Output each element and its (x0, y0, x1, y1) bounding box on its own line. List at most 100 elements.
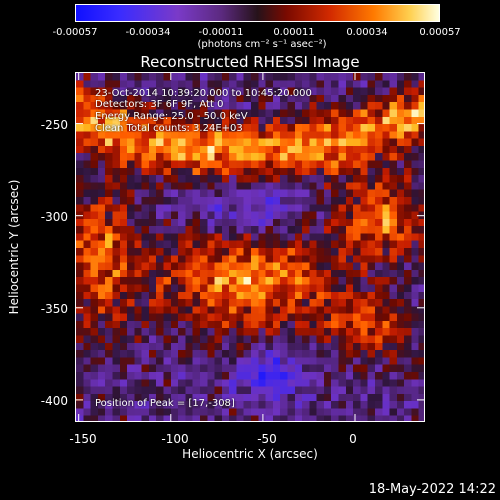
heatmap-cell (178, 145, 186, 154)
heatmap-cell (280, 204, 288, 212)
heatmap-cell (353, 167, 361, 176)
heatmap-cell (353, 175, 361, 183)
heatmap-cell (112, 364, 121, 373)
heatmap-cell (353, 393, 361, 402)
heatmap-cell (316, 160, 325, 169)
heatmap-cell (382, 284, 390, 293)
heatmap-cell (331, 87, 339, 96)
heatmap-cell (353, 248, 361, 256)
heatmap-cell (199, 182, 208, 190)
heatmap-cell (316, 211, 325, 220)
heatmap-cell (207, 94, 215, 103)
heatmap-cell (236, 269, 245, 278)
heatmap-cell (338, 262, 347, 271)
heatmap-cell (396, 109, 405, 118)
heatmap-cell (294, 145, 303, 154)
heatmap-cell (309, 138, 317, 147)
heatmap-cell (90, 313, 99, 322)
heatmap-cell (141, 138, 150, 147)
heatmap-cell (112, 116, 121, 125)
heatmap-cell (163, 371, 172, 380)
heatmap-cell (229, 145, 237, 154)
heatmap-cell (367, 328, 376, 336)
heatmap-cell (287, 299, 296, 307)
heatmap-cell (367, 196, 376, 205)
heatmap-cell (83, 357, 91, 365)
heatmap-cell (338, 371, 347, 380)
heatmap-cell (214, 153, 223, 161)
heatmap-cell (170, 80, 179, 88)
heatmap-cell (185, 401, 193, 409)
heatmap-cell (163, 175, 172, 183)
heatmap-cell (411, 284, 420, 293)
heatmap-cell (185, 240, 193, 249)
heatmap-cell (163, 415, 172, 421)
heatmap-cell (404, 182, 412, 190)
heatmap-cell (404, 284, 412, 293)
heatmap-cell (389, 218, 398, 227)
heatmap-cell (338, 94, 347, 103)
heatmap-cell (199, 335, 208, 344)
heatmap-cell (148, 189, 157, 198)
heatmap-cell (338, 87, 347, 96)
heatmap-cell (382, 189, 390, 198)
heatmap-cell (396, 342, 405, 351)
heatmap-cell (90, 175, 99, 183)
heatmap-cell (258, 240, 266, 249)
heatmap-cell (360, 291, 368, 300)
heatmap-cell (323, 269, 332, 278)
heatmap-cell (353, 80, 361, 88)
heatmap-cell (236, 335, 245, 344)
heatmap-cell (280, 364, 288, 373)
heatmap-cell (141, 408, 150, 417)
heatmap-cell (243, 291, 252, 300)
heatmap-cell (404, 306, 412, 314)
heatmap-cell (331, 386, 339, 395)
heatmap-cell (331, 415, 339, 421)
heatmap-cell (156, 211, 164, 220)
heatmap-cell (331, 335, 339, 344)
heatmap-cell (127, 145, 135, 154)
heatmap-cell (156, 196, 164, 205)
heatmap-cell (353, 291, 361, 300)
heatmap-cell (374, 102, 383, 110)
heatmap-cell (243, 204, 252, 212)
heatmap-cell (141, 160, 150, 169)
heatmap-cell (127, 269, 135, 278)
heatmap-cell (302, 116, 310, 125)
heatmap-cell (170, 73, 179, 81)
heatmap-cell (243, 364, 252, 373)
heatmap-cell (127, 87, 135, 96)
heatmap-cell (418, 240, 424, 249)
heatmap-cell (236, 284, 245, 293)
heatmap-cell (309, 211, 317, 220)
heatmap-cell (360, 262, 368, 271)
heatmap-cell (156, 102, 164, 110)
heatmap-cell (411, 94, 420, 103)
heatmap-cell (76, 350, 84, 358)
heatmap-cell (192, 153, 201, 161)
heatmap-cell (119, 320, 128, 329)
heatmap-cell (141, 145, 150, 154)
heatmap-cell (338, 131, 347, 139)
heatmap-cell (294, 350, 303, 358)
heatmap-cell (127, 138, 135, 147)
heatmap-cell (265, 342, 274, 351)
heatmap-cell (178, 299, 186, 307)
heatmap-cell (83, 342, 91, 351)
heatmap-cell (374, 371, 383, 380)
heatmap-cell (374, 87, 383, 96)
heatmap-cell (207, 211, 215, 220)
heatmap-cell (374, 379, 383, 387)
heatmap-cell (207, 284, 215, 293)
timestamp: 18-May-2022 14:22 (368, 482, 496, 497)
heatmap-cell (389, 284, 398, 293)
heatmap-cell (97, 401, 106, 409)
heatmap-cell (97, 226, 106, 234)
heatmap-cell (345, 182, 354, 190)
heatmap-cell (83, 313, 91, 322)
heatmap-cell (119, 204, 128, 212)
heatmap-cell (331, 320, 339, 329)
heatmap-cell (302, 415, 310, 421)
heatmap-cell (156, 226, 164, 234)
